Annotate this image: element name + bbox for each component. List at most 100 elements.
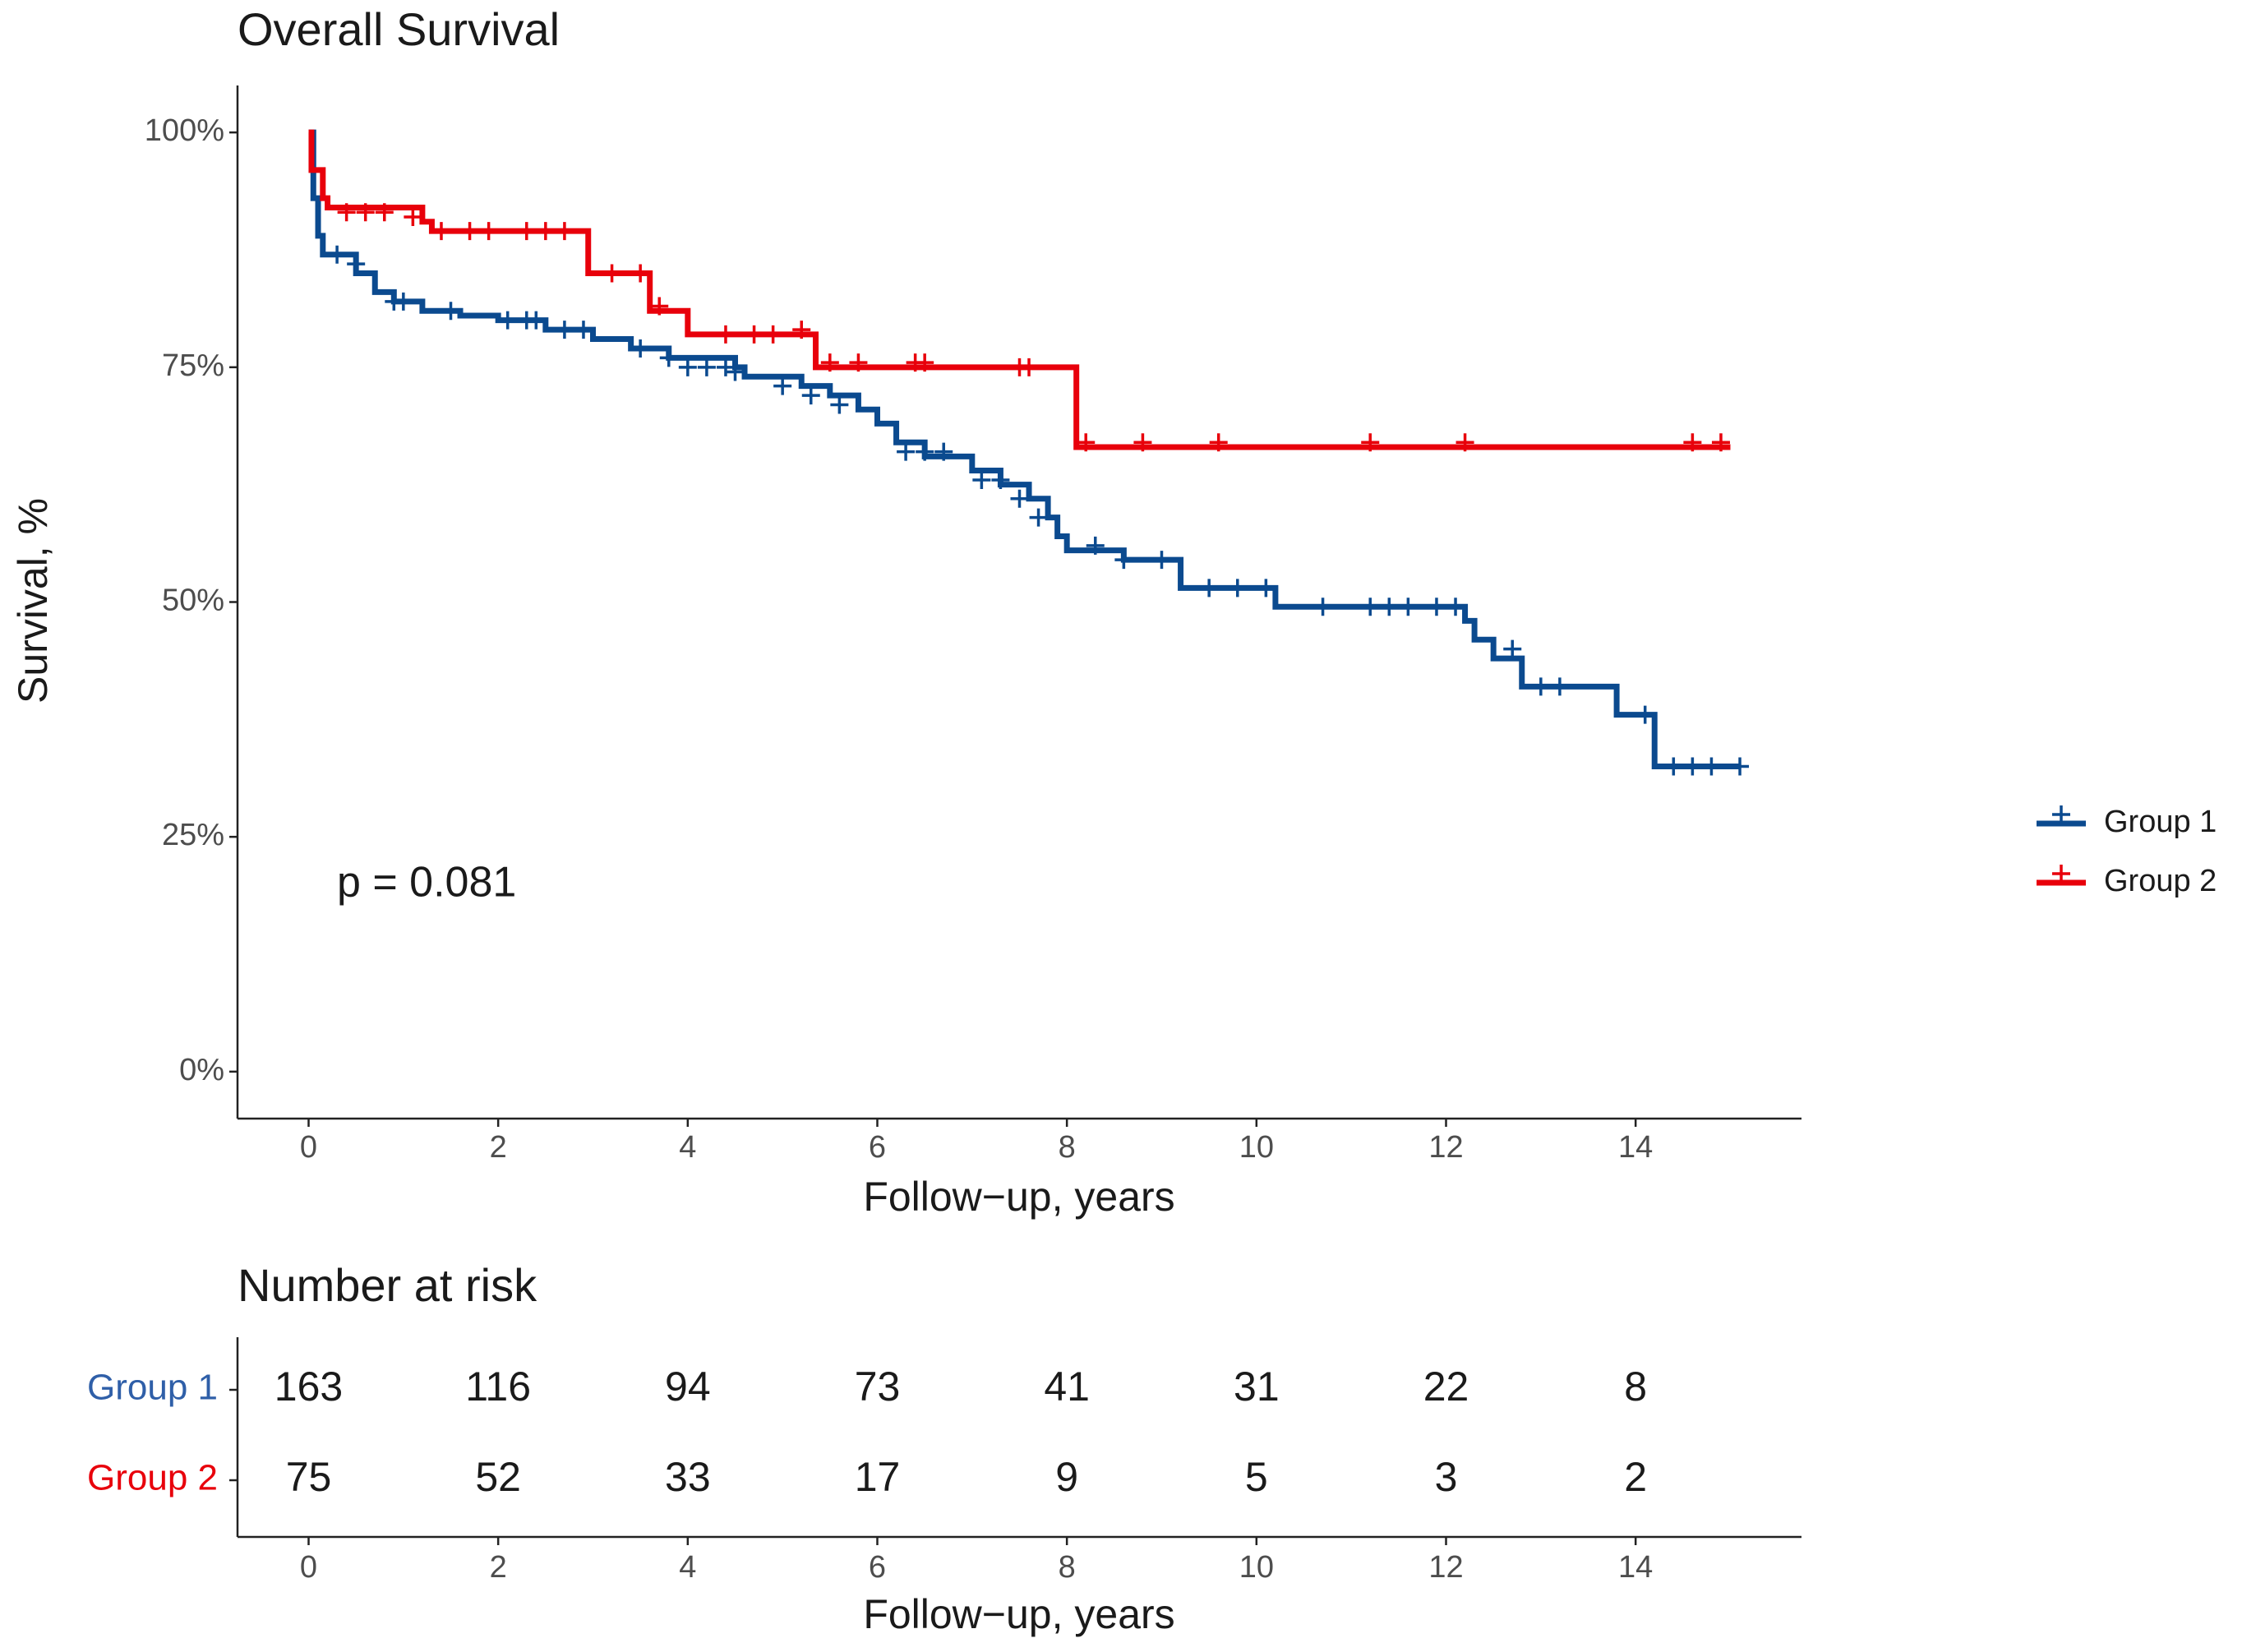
censor-mark	[745, 325, 763, 344]
censor-mark	[404, 207, 422, 226]
censor-mark	[347, 255, 366, 274]
censor-mark	[602, 264, 621, 283]
censor-mark	[1200, 579, 1219, 598]
censor-mark	[1427, 598, 1446, 616]
risk-count: 94	[665, 1364, 711, 1410]
censor-mark	[555, 321, 574, 339]
censor-mark	[1010, 489, 1029, 508]
x-tick-label: 10	[1239, 1550, 1274, 1585]
risk-count: 163	[274, 1364, 343, 1410]
risk-count: 9	[1055, 1454, 1078, 1500]
x-tick-label: 12	[1428, 1550, 1463, 1585]
censor-mark	[916, 442, 934, 461]
x-tick-label: 14	[1618, 1130, 1653, 1165]
x-tick-label: 6	[869, 1130, 886, 1165]
y-tick-label: 25%	[162, 818, 224, 852]
risk-count: 3	[1435, 1454, 1458, 1500]
row-label: Group 2	[87, 1458, 218, 1498]
censor-mark	[650, 297, 669, 316]
censor-mark	[1711, 433, 1730, 452]
censor-mark	[1731, 757, 1750, 776]
x-tick-label: 6	[869, 1550, 886, 1585]
censor-mark	[1313, 598, 1332, 616]
censor-mark	[1550, 677, 1569, 696]
censor-mark	[356, 203, 375, 222]
censor-mark	[1399, 598, 1418, 616]
censor-mark	[726, 362, 745, 381]
y-tick-label: 75%	[162, 348, 224, 383]
censor-mark	[716, 358, 735, 376]
censor-mark	[792, 321, 811, 339]
risk-count: 17	[855, 1454, 901, 1500]
legend-label: Group 2	[2104, 864, 2217, 898]
x-tick-label: 12	[1428, 1130, 1463, 1165]
x-tick-label: 4	[679, 1550, 696, 1585]
x-tick-label: 0	[300, 1130, 317, 1165]
risk-count: 33	[665, 1454, 711, 1500]
y-tick-label: 0%	[179, 1053, 224, 1087]
censor-mark	[916, 353, 934, 372]
legend-swatch	[2052, 865, 2070, 883]
risk-count: 73	[855, 1364, 901, 1410]
y-tick-label: 100%	[145, 113, 224, 148]
chart-title: Overall Survival	[238, 3, 560, 55]
risk-count: 8	[1624, 1364, 1647, 1410]
censor-mark	[1029, 508, 1048, 527]
censor-mark	[678, 358, 697, 376]
censor-mark	[1446, 598, 1465, 616]
x-tick-label: 8	[1059, 1550, 1076, 1585]
censor-mark	[1133, 433, 1152, 452]
risk-count: 5	[1245, 1454, 1268, 1500]
censor-mark	[849, 353, 868, 372]
censor-mark	[498, 311, 517, 330]
censor-mark	[431, 222, 450, 241]
censor-mark	[1702, 757, 1721, 776]
annotation: p = 0.081	[337, 859, 516, 907]
x-tick-label: 2	[490, 1130, 507, 1165]
censor-mark	[375, 203, 394, 222]
censor-mark	[460, 222, 479, 241]
y-tick-label: 50%	[162, 584, 224, 618]
censor-mark	[830, 395, 849, 414]
x-tick-label: 0	[300, 1550, 317, 1585]
risk-count: 75	[286, 1454, 332, 1500]
censor-mark	[328, 245, 347, 264]
risk-count: 22	[1423, 1364, 1469, 1410]
censor-mark	[697, 358, 716, 376]
censor-mark	[1635, 705, 1654, 724]
risk-count: 116	[465, 1364, 531, 1410]
censor-mark	[479, 222, 498, 241]
censor-mark	[1114, 551, 1133, 570]
table-title: Number at risk	[238, 1259, 537, 1311]
x-tick-label: 2	[490, 1550, 507, 1585]
risk-count: 31	[1234, 1364, 1280, 1410]
risk-count: 52	[475, 1454, 521, 1500]
censor-mark	[1228, 579, 1247, 598]
risk-count: 41	[1044, 1364, 1090, 1410]
censor-mark	[972, 470, 991, 489]
censor-mark	[763, 325, 782, 344]
censor-mark	[394, 292, 413, 311]
legend-label: Group 1	[2104, 805, 2217, 839]
x-tick-label: 10	[1239, 1130, 1274, 1165]
censor-mark	[527, 311, 546, 330]
censor-mark	[1257, 579, 1276, 598]
censor-mark	[1209, 433, 1228, 452]
censor-mark	[337, 203, 356, 222]
censor-mark	[1086, 536, 1105, 555]
censor-mark	[801, 386, 820, 405]
x-tick-label: 4	[679, 1130, 696, 1165]
x-tick-label: 14	[1618, 1550, 1653, 1585]
censor-mark	[555, 222, 574, 241]
censor-mark	[1077, 433, 1096, 452]
censor-mark	[773, 376, 792, 395]
x-axis-title: Follow−up, years	[863, 1591, 1174, 1637]
y-axis-title: Survival, %	[10, 498, 56, 704]
censor-mark	[631, 339, 650, 358]
censor-mark	[1361, 433, 1380, 452]
censor-mark	[1152, 551, 1171, 570]
censor-mark	[820, 353, 839, 372]
censor-mark	[441, 302, 460, 321]
x-tick-label: 8	[1059, 1130, 1076, 1165]
legend-swatch	[2052, 805, 2070, 824]
